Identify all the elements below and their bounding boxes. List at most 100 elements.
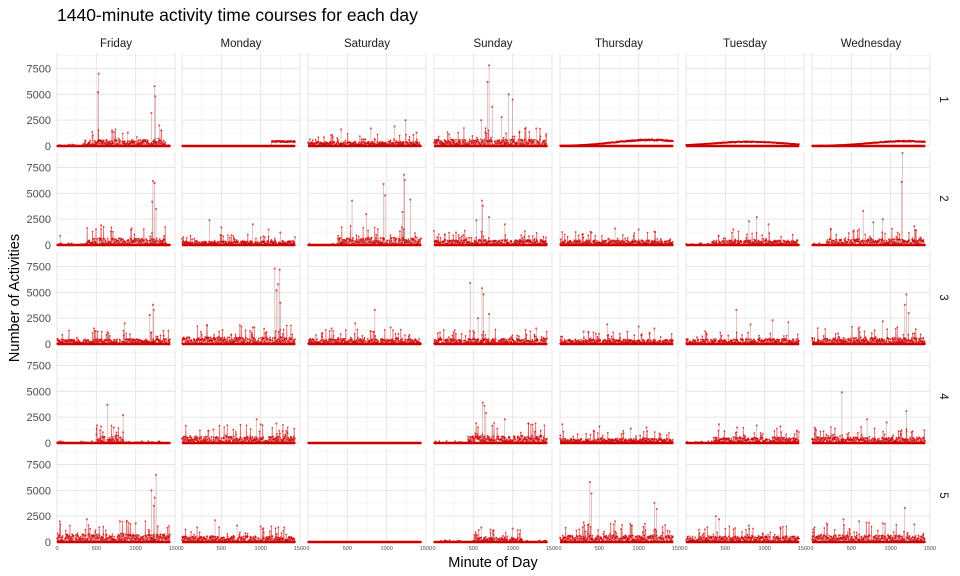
- data-point: [470, 139, 473, 142]
- data-point: [388, 143, 391, 146]
- data-point: [104, 141, 107, 144]
- data-point: [589, 241, 591, 244]
- data-point: [734, 241, 737, 244]
- data-point: [464, 139, 467, 142]
- data-point: [333, 141, 336, 143]
- data-point: [359, 135, 361, 138]
- data-point: [561, 231, 564, 233]
- data-point: [443, 240, 446, 243]
- data-point: [119, 139, 122, 142]
- spike-point: [653, 230, 656, 233]
- data-point: [395, 238, 398, 240]
- data-point: [205, 240, 208, 243]
- data-point: [389, 139, 392, 142]
- y-tick-label: 7500: [27, 262, 51, 274]
- data-point: [414, 240, 417, 243]
- data-point: [406, 141, 409, 144]
- data-point: [147, 242, 149, 244]
- data-point: [134, 140, 136, 143]
- data-point: [533, 239, 536, 242]
- data-point: [439, 236, 442, 239]
- data-point: [669, 238, 672, 240]
- data-point: [418, 238, 420, 241]
- data-point: [155, 140, 158, 143]
- data-point: [418, 240, 421, 243]
- facet-column-label: Thursday: [595, 38, 643, 50]
- y-tick-label: 5000: [27, 386, 51, 398]
- data-point: [402, 228, 405, 231]
- data-point: [397, 242, 400, 244]
- data-point: [444, 233, 446, 236]
- data-point: [163, 235, 165, 237]
- data-point: [111, 238, 114, 240]
- data-point: [412, 239, 415, 242]
- data-point: [525, 127, 527, 129]
- data-point: [436, 236, 438, 239]
- chart-title: 1440-minute activity time courses for ea…: [57, 5, 418, 25]
- data-point: [458, 140, 461, 143]
- data-point: [237, 240, 240, 243]
- data-point: [719, 241, 722, 244]
- data-point: [645, 239, 648, 242]
- data-point: [443, 143, 446, 146]
- data-point: [86, 227, 89, 229]
- data-point: [125, 142, 127, 145]
- y-tick-label: 7500: [27, 460, 51, 472]
- spike-point: [590, 231, 593, 234]
- facet-panel: [685, 152, 805, 247]
- data-point: [490, 139, 493, 141]
- data-point: [185, 240, 188, 243]
- data-point: [313, 143, 316, 145]
- data-point: [92, 134, 94, 137]
- data-point: [502, 139, 504, 142]
- data-point: [528, 131, 531, 133]
- data-point: [505, 142, 508, 145]
- y-tick-label: 5000: [27, 188, 51, 200]
- x-tick-label: 1500: [420, 546, 432, 552]
- data-point: [462, 141, 465, 144]
- data-point: [536, 240, 539, 243]
- facet-column-label: Wednesday: [841, 38, 902, 50]
- data-point: [408, 135, 411, 138]
- data-point: [113, 131, 115, 133]
- facet-column-label: Friday: [100, 38, 132, 50]
- data-point: [163, 238, 166, 241]
- data-point: [746, 233, 748, 236]
- data-point: [93, 139, 96, 142]
- data-point: [594, 239, 596, 242]
- data-point: [754, 239, 757, 242]
- data-point: [109, 141, 112, 143]
- data-point: [395, 139, 397, 142]
- data-point: [458, 142, 460, 144]
- data-point: [642, 240, 645, 242]
- spike-point: [480, 199, 484, 202]
- data-point: [340, 226, 343, 229]
- x-tick-label: 1500: [169, 546, 181, 552]
- data-point: [416, 138, 418, 141]
- x-tick-label: 1500: [546, 546, 558, 552]
- data-point: [528, 235, 530, 238]
- y-tick-label: 0: [45, 339, 51, 351]
- data-point: [661, 240, 664, 243]
- y-tick-label: 2500: [27, 115, 51, 127]
- data-point: [213, 239, 216, 242]
- data-point: [433, 229, 435, 232]
- spike-point: [97, 72, 100, 75]
- spike-point: [155, 207, 158, 210]
- data-point: [101, 239, 103, 241]
- data-point: [118, 141, 121, 144]
- data-point: [164, 143, 166, 145]
- data-point: [559, 238, 562, 241]
- data-point: [749, 239, 752, 242]
- data-point: [83, 142, 85, 144]
- data-point: [596, 240, 598, 242]
- data-point: [158, 238, 161, 240]
- data-point: [733, 241, 735, 244]
- spike-point: [151, 200, 154, 203]
- data-point: [530, 138, 533, 141]
- y-tick-label: 0: [45, 537, 51, 549]
- data-point: [367, 229, 369, 232]
- data-point: [521, 140, 524, 142]
- spike-point: [126, 131, 129, 134]
- data-point: [159, 142, 162, 145]
